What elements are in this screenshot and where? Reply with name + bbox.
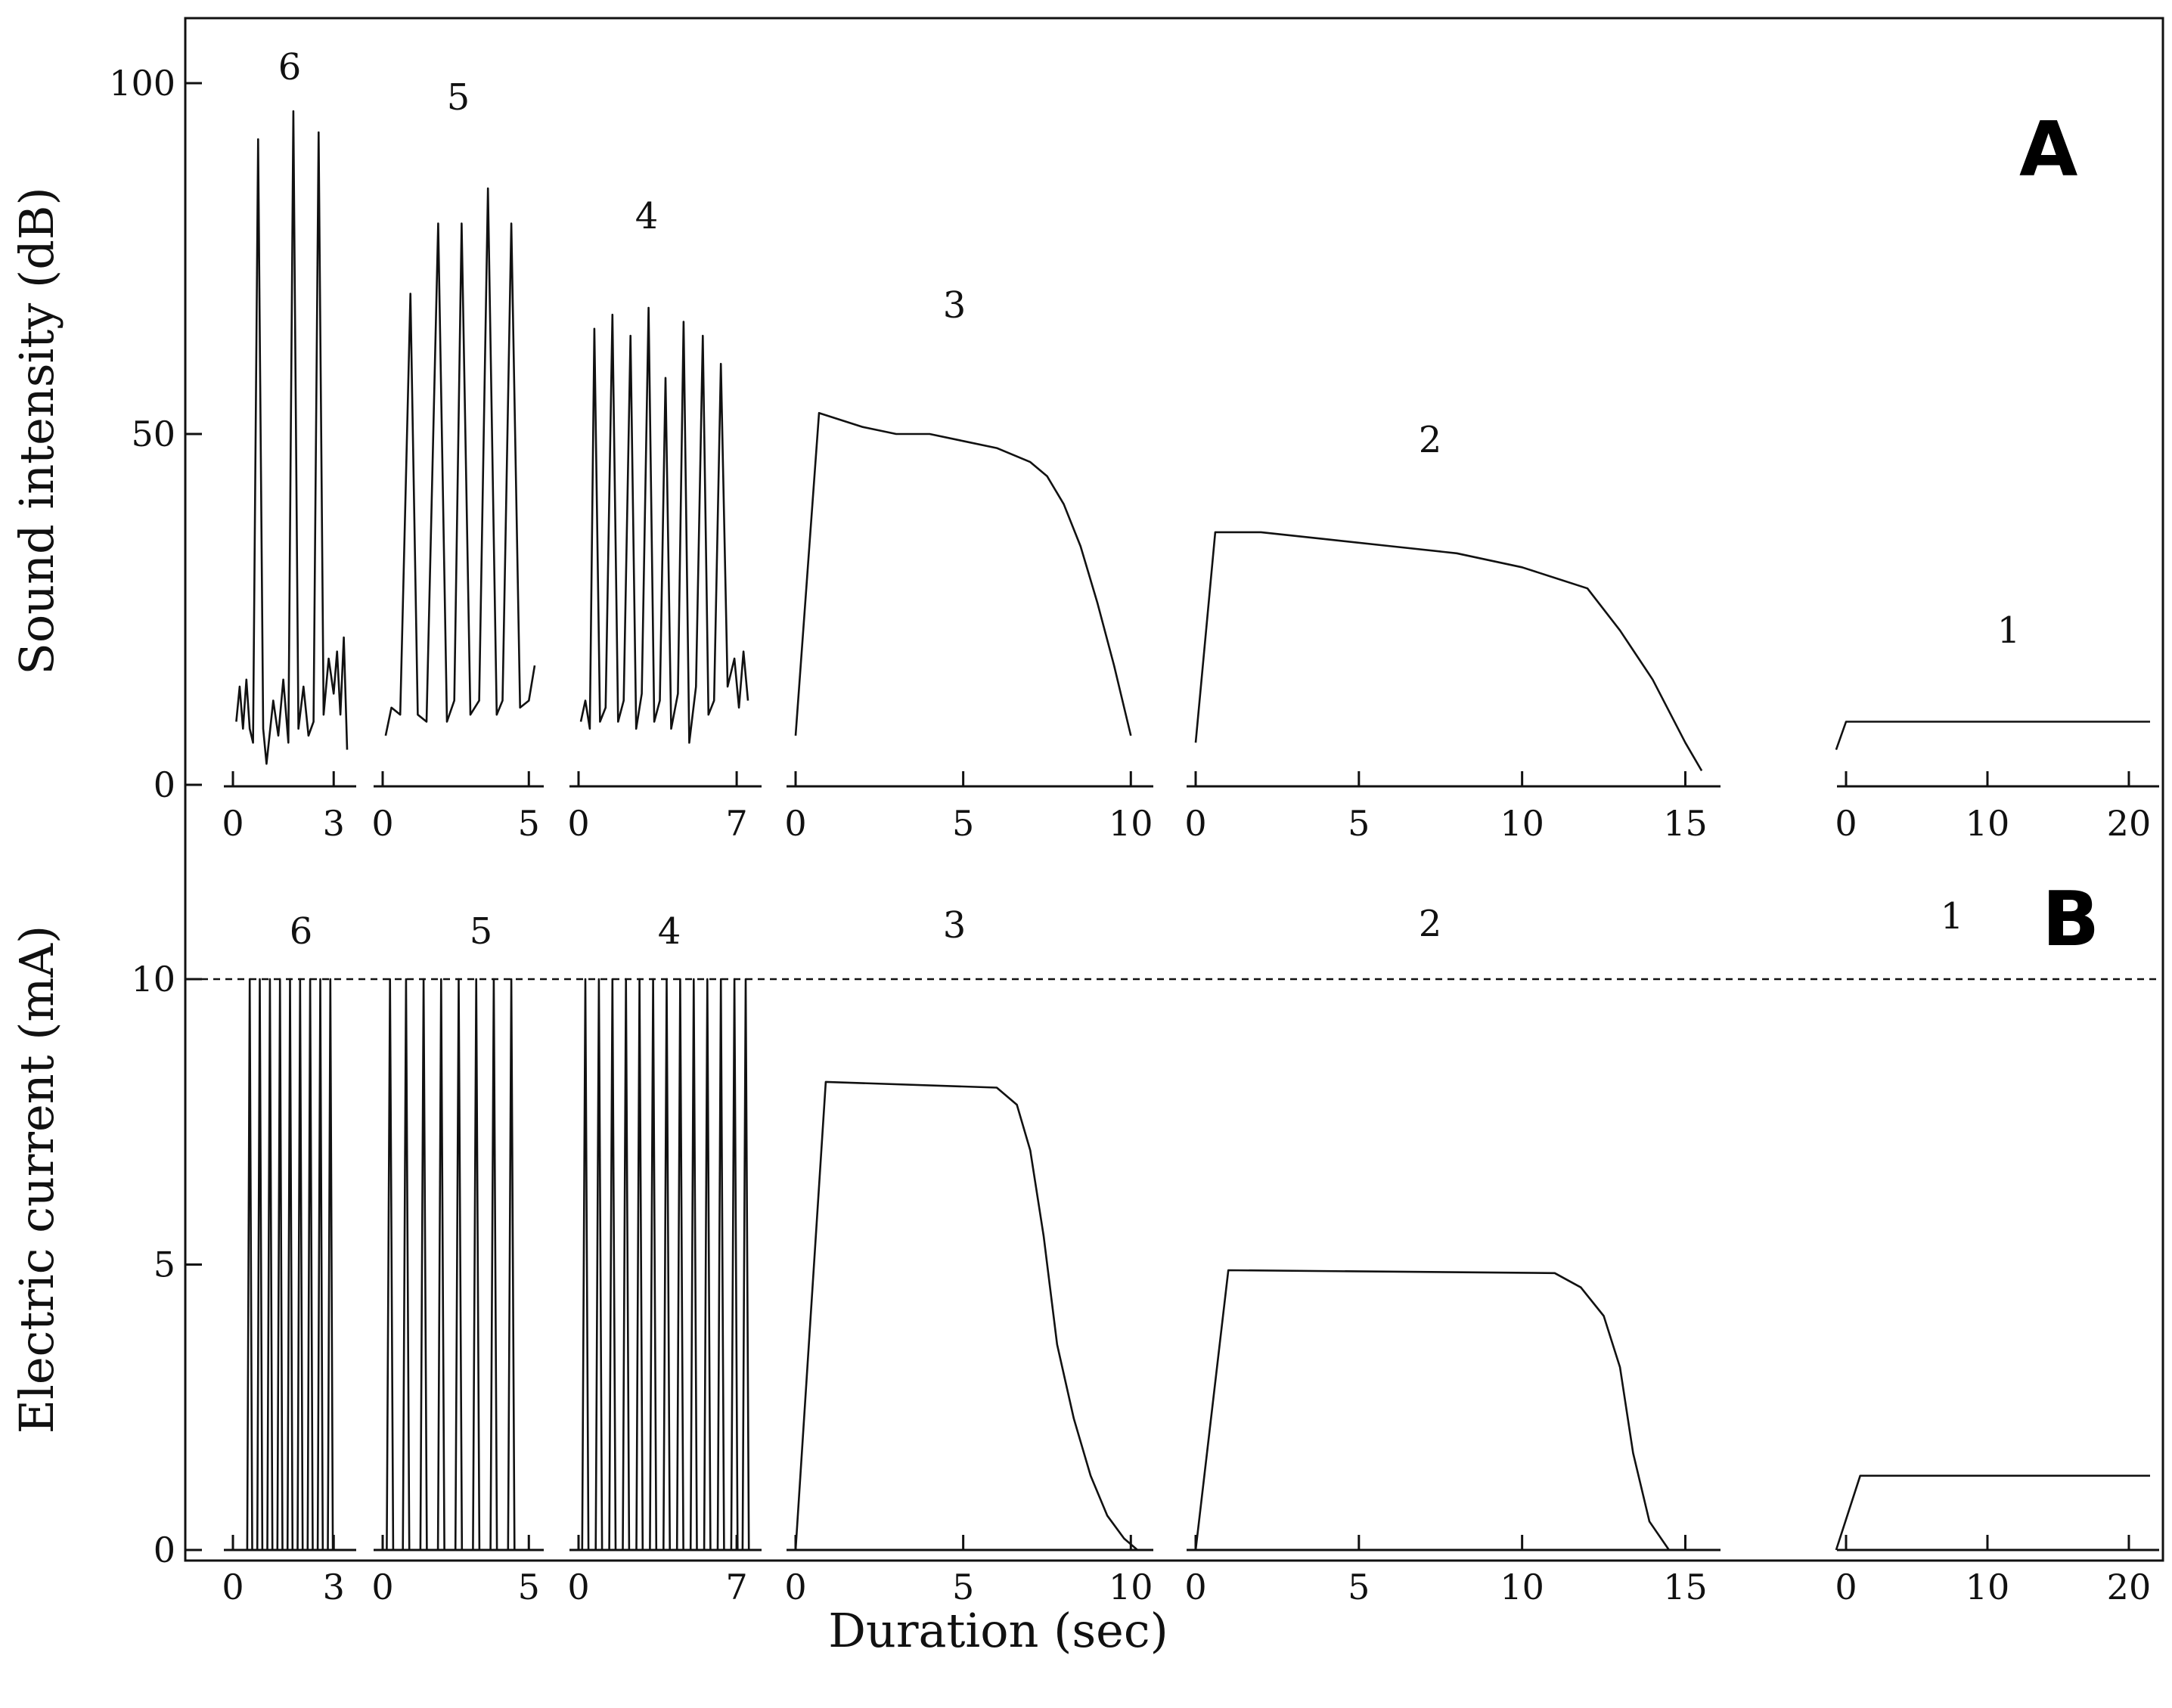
y-axis-title-b: Electric current (mA) <box>9 925 64 1434</box>
segment-label: 1 <box>1997 609 2021 652</box>
x-tick-label: 10 <box>1966 803 2010 844</box>
series-trace-1 <box>1835 721 2150 751</box>
x-tick-label: 5 <box>518 1567 540 1607</box>
x-tick-label: 0 <box>371 803 393 844</box>
x-tick-label: 20 <box>2107 803 2152 844</box>
x-tick-label: 0 <box>784 803 806 844</box>
x-tick-label: 0 <box>1184 803 1206 844</box>
x-tick-label: 7 <box>725 1567 747 1607</box>
y-tick-label: 5 <box>154 1245 175 1285</box>
x-tick-label: 10 <box>1109 1567 1153 1607</box>
segment-label: 6 <box>278 46 302 88</box>
series-trace-6 <box>235 110 349 765</box>
x-tick-label: 0 <box>1835 803 1857 844</box>
x-tick-label: 10 <box>1966 1567 2010 1607</box>
segment-label: 3 <box>943 904 967 947</box>
x-tick-label: 15 <box>1663 1567 1708 1607</box>
y-axis-title-a: Sound intensity (dB) <box>9 187 64 674</box>
x-tick-label: 0 <box>222 803 244 844</box>
y-tick-label: 50 <box>131 414 175 454</box>
segment-label: 6 <box>290 910 313 953</box>
series-trace-1 <box>1835 1474 2150 1551</box>
x-tick-label: 0 <box>567 1567 589 1607</box>
x-tick-label: 3 <box>323 803 345 844</box>
x-tick-label: 5 <box>518 803 540 844</box>
segment-label: 2 <box>1419 419 1442 461</box>
series-trace-5 <box>383 978 516 1551</box>
series-trace-2 <box>1194 531 1703 772</box>
x-tick-label: 0 <box>784 1567 806 1607</box>
panel-letter-b: B <box>2042 875 2099 963</box>
series-trace-3 <box>794 1080 1138 1551</box>
segment-label: 2 <box>1419 903 1442 945</box>
x-tick-label: 0 <box>567 803 589 844</box>
segment-label: 5 <box>447 76 470 119</box>
x-tick-label: 5 <box>952 803 974 844</box>
series-trace-3 <box>794 411 1132 736</box>
x-tick-label: 5 <box>1348 803 1370 844</box>
y-tick-label: 10 <box>131 959 175 1000</box>
series-trace-4 <box>579 978 750 1551</box>
y-tick-label: 100 <box>109 63 175 104</box>
x-tick-label: 0 <box>371 1567 393 1607</box>
panel-letter-a: A <box>2019 105 2077 194</box>
x-tick-label: 10 <box>1500 1567 1544 1607</box>
series-trace-4 <box>579 306 749 744</box>
plot-frame <box>184 17 2164 1562</box>
y-tick-label: 0 <box>154 1530 175 1570</box>
y-tick-label: 0 <box>154 764 175 805</box>
x-tick-label: 10 <box>1109 803 1153 844</box>
x-tick-label: 5 <box>1348 1567 1370 1607</box>
x-tick-label: 10 <box>1500 803 1544 844</box>
x-tick-label: 0 <box>1835 1567 1857 1607</box>
series-trace-5 <box>384 187 536 736</box>
x-tick-label: 5 <box>952 1567 974 1607</box>
segment-label: 3 <box>943 284 967 327</box>
x-tick-label: 7 <box>725 803 747 844</box>
series-trace-6 <box>234 978 334 1551</box>
segment-label: 4 <box>658 910 681 953</box>
x-tick-label: 3 <box>323 1567 345 1607</box>
segment-label: 1 <box>1941 895 1964 938</box>
x-tick-label: 0 <box>1184 1567 1206 1607</box>
x-tick-label: 15 <box>1663 803 1708 844</box>
segment-label: 4 <box>635 195 659 237</box>
series-trace-2 <box>1194 1269 1670 1551</box>
x-tick-label: 20 <box>2107 1567 2152 1607</box>
x-axis-title: Duration (sec) <box>828 1603 1168 1658</box>
x-tick-label: 0 <box>222 1567 244 1607</box>
segment-label: 5 <box>470 910 493 953</box>
